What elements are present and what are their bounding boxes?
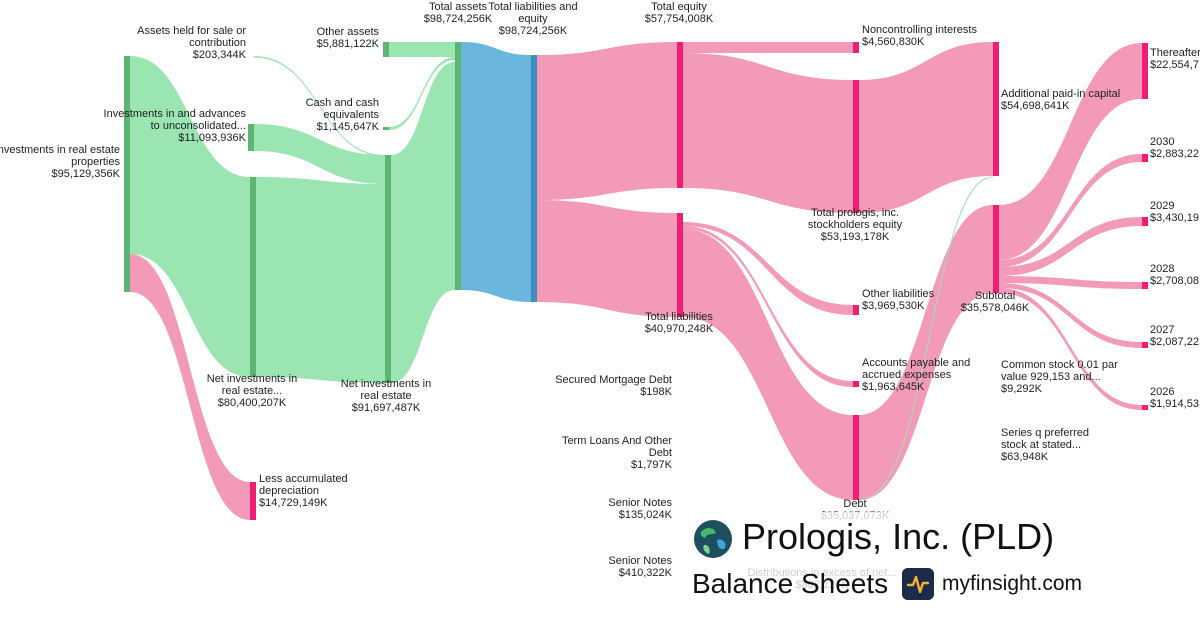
link-subtotal-to-y2029 — [999, 217, 1142, 276]
link-unconsol-to-net_inv2 — [254, 124, 385, 184]
link-net_inv2-to-total_assets — [391, 62, 455, 383]
node-label-subtotal: Subtotal $35,578,046K — [961, 290, 1030, 314]
node-nci — [853, 42, 859, 53]
node-label-y2026: 2026 $1,914,53 — [1150, 386, 1199, 410]
node-label-y2028: 2028 $2,708,08 — [1150, 263, 1199, 287]
node-y2029 — [1142, 217, 1148, 226]
node-label-total_le: Total liabilities and equity $98,724,256K — [488, 1, 577, 37]
node-label-y2027: 2027 $2,087,22 — [1150, 324, 1199, 348]
node-label-total_equity: Total equity $57,754,008K — [645, 1, 714, 25]
link-net_inv1-to-net_inv2 — [256, 177, 385, 383]
node-label-total_assets: Total assets $98,724,256K — [424, 1, 493, 25]
node-label-cash: Cash and cash equivalents $1,145,647K — [306, 97, 380, 133]
link-total_equity-to-nci — [683, 42, 853, 53]
node-label-held_sale: Assets held for sale or contribution $203,… — [137, 25, 247, 61]
pulse-badge-icon — [902, 568, 934, 600]
globe-logo-icon — [694, 520, 732, 558]
node-label-secured: Secured Mortgage Debt $198K — [555, 374, 672, 398]
site-link[interactable]: myfinsight.com — [942, 572, 1083, 595]
link-subtotal-to-y2030 — [999, 154, 1142, 267]
link-tpse-to-apic — [859, 42, 993, 213]
statement-name: Balance Sheets — [692, 568, 889, 599]
node-total_le — [531, 55, 537, 302]
node-label-less_dep: Less accumulated depreciation $14,729,149K — [259, 473, 348, 509]
link-re_props-to-less_dep — [130, 254, 250, 520]
node-net_inv1 — [250, 177, 256, 377]
node-label-y2030: 2030 $2,883,22 — [1150, 136, 1199, 160]
link-subtotal-to-y2027 — [999, 283, 1142, 348]
node-label-re_props: Investments in real estate properties $95,… — [0, 144, 121, 180]
node-y2026 — [1142, 405, 1148, 410]
node-label-net_inv1: Net investments in real estate... $80,400,… — [207, 373, 297, 409]
link-strand-1 — [858, 176, 994, 501]
node-label-common: Common stock 0.01 par value 929,153 and..… — [1001, 359, 1118, 395]
node-y2028 — [1142, 282, 1148, 289]
node-thereafter — [1142, 43, 1148, 99]
node-label-apic: Additional paid-in capital $54,698,641K — [1001, 88, 1120, 112]
link-total_assets-to-total_le — [461, 42, 531, 302]
node-debt — [853, 415, 859, 500]
node-label-other_assets: Other assets $5,881,122K — [317, 26, 380, 50]
sankey-links — [130, 42, 1142, 520]
link-strand-0 — [253, 56, 386, 157]
node-label-other_liab: Other liabilities $3,969,530K — [862, 288, 935, 312]
node-y2027 — [1142, 342, 1148, 348]
link-other_assets-to-total_assets — [389, 42, 455, 57]
node-total_liab — [677, 213, 683, 317]
node-label-total_liab: Total liabilities $40,970,248K — [645, 311, 714, 335]
company-name: Prologis, Inc. (PLD) — [742, 516, 1055, 557]
node-label-unconsol: Investments in and advances to unconsolid… — [104, 108, 247, 144]
node-subtotal — [993, 205, 999, 293]
node-label-term: Term Loans And Other Debt $1,797K — [562, 435, 673, 471]
node-label-senior1: Senior Notes $135,024K — [608, 497, 672, 521]
node-label-nci: Noncontrolling interests $4,560,830K — [862, 24, 977, 48]
link-total_liab-to-other_liab — [683, 222, 853, 315]
node-tpse — [853, 80, 859, 213]
link-subtotal-to-y2026 — [999, 288, 1142, 410]
node-re_props — [124, 56, 130, 292]
link-re_props-to-net_inv1 — [130, 56, 250, 377]
link-subtotal-to-thereafter — [999, 43, 1142, 260]
link-total_le-to-total_liab — [537, 200, 677, 317]
node-y2030 — [1142, 154, 1148, 162]
node-label-senior2: Senior Notes $410,322K — [608, 555, 672, 579]
node-label-ap: Accounts payable and accrued expenses $1,9… — [862, 357, 970, 393]
node-unconsol — [248, 124, 254, 151]
node-label-y2029: 2029 $3,430,19 — [1150, 200, 1199, 224]
node-cash — [383, 127, 389, 130]
link-subtotal-to-y2028 — [999, 276, 1142, 289]
link-total_equity-to-tpse — [683, 53, 853, 213]
node-net_inv2 — [385, 155, 391, 383]
node-ap — [853, 381, 859, 387]
node-label-thereafter: Thereafter $22,554,7 — [1150, 47, 1200, 71]
node-label-series_q: Series q preferred stock at stated... $63,… — [1001, 427, 1089, 463]
node-other_liab — [853, 305, 859, 315]
link-total_liab-to-debt — [683, 229, 853, 500]
node-label-tpse: Total prologis, inc. stockholders equity $… — [808, 207, 903, 243]
node-label-net_inv2: Net investments in real estate $91,697,487… — [341, 378, 431, 414]
link-cash-to-total_assets — [389, 57, 455, 130]
sankey-nodes — [124, 42, 1148, 520]
node-less_dep — [250, 482, 256, 520]
node-other_assets — [383, 42, 389, 57]
brand-footer: Prologis, Inc. (PLD) Balance Sheets myfi… — [692, 512, 1200, 630]
node-total_equity — [677, 42, 683, 188]
node-total_assets — [455, 42, 461, 290]
link-total_liab-to-ap — [683, 226, 853, 387]
link-total_le-to-total_equity — [537, 42, 677, 200]
node-apic — [993, 42, 999, 176]
